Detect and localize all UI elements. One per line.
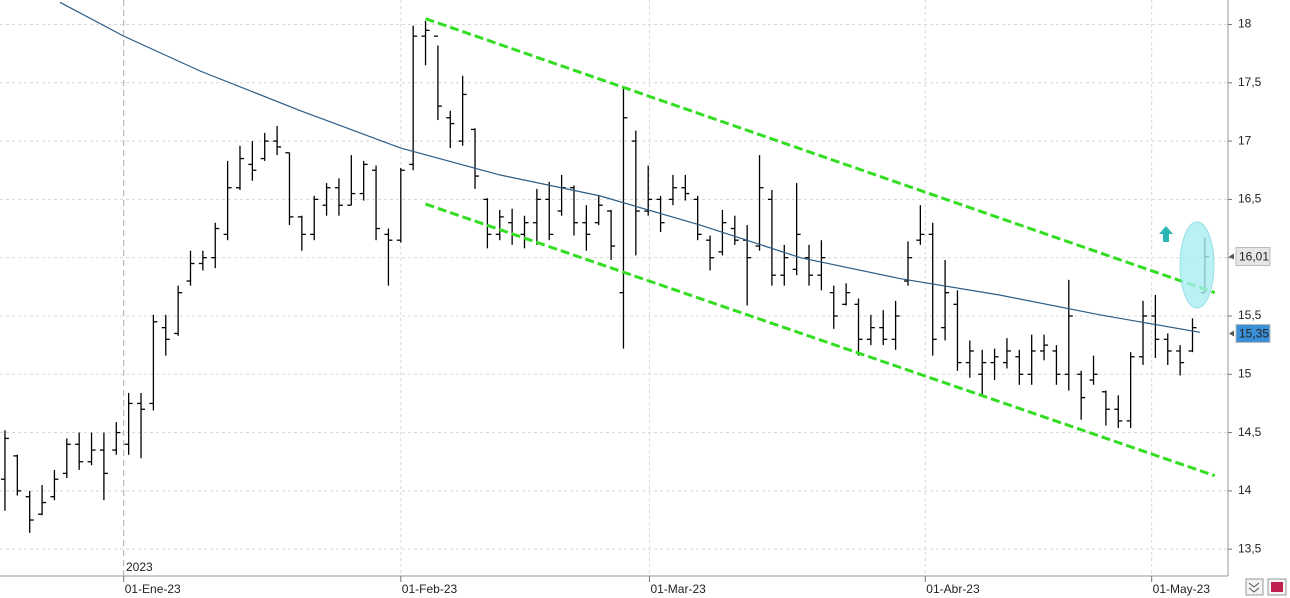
price-badge-label: 16,01	[1239, 250, 1269, 264]
y-tick-label: 16,5	[1238, 192, 1262, 206]
y-tick-label: 17	[1238, 133, 1252, 147]
highlight	[1179, 221, 1215, 309]
y-tick-label: 15,5	[1238, 308, 1262, 322]
price-pointer	[1229, 253, 1234, 260]
y-tick-label: 14	[1238, 483, 1252, 497]
x-tick-label: 01-May-23	[1153, 582, 1211, 596]
x-tick-label: 01-Abr-23	[926, 582, 980, 596]
moving-average	[59, 1, 1201, 333]
trend-channel	[425, 17, 1216, 295]
y-tick-label: 13,5	[1238, 541, 1262, 555]
y-tick-label: 18	[1238, 17, 1252, 31]
price-badge-label: 15,35	[1239, 327, 1269, 341]
up-arrow	[1159, 226, 1173, 242]
trend-channel	[425, 202, 1216, 478]
price-badge	[1235, 247, 1271, 267]
x-tick-label: 01-Mar-23	[650, 582, 706, 596]
y-tick-label: 15	[1238, 366, 1252, 380]
y-tick-label: 14,5	[1238, 425, 1262, 439]
y-tick-label: 17,5	[1238, 75, 1262, 89]
scroll-icon	[1248, 582, 1260, 593]
price-badge	[1235, 323, 1271, 343]
x-tick-label: 01-Ene-23	[125, 582, 181, 596]
plot	[0, 0, 1228, 576]
save-icon	[1271, 582, 1283, 592]
price-pointer	[1229, 330, 1234, 337]
x-tick-label: 01-Feb-23	[402, 582, 458, 596]
year-label: 2023	[126, 560, 153, 574]
